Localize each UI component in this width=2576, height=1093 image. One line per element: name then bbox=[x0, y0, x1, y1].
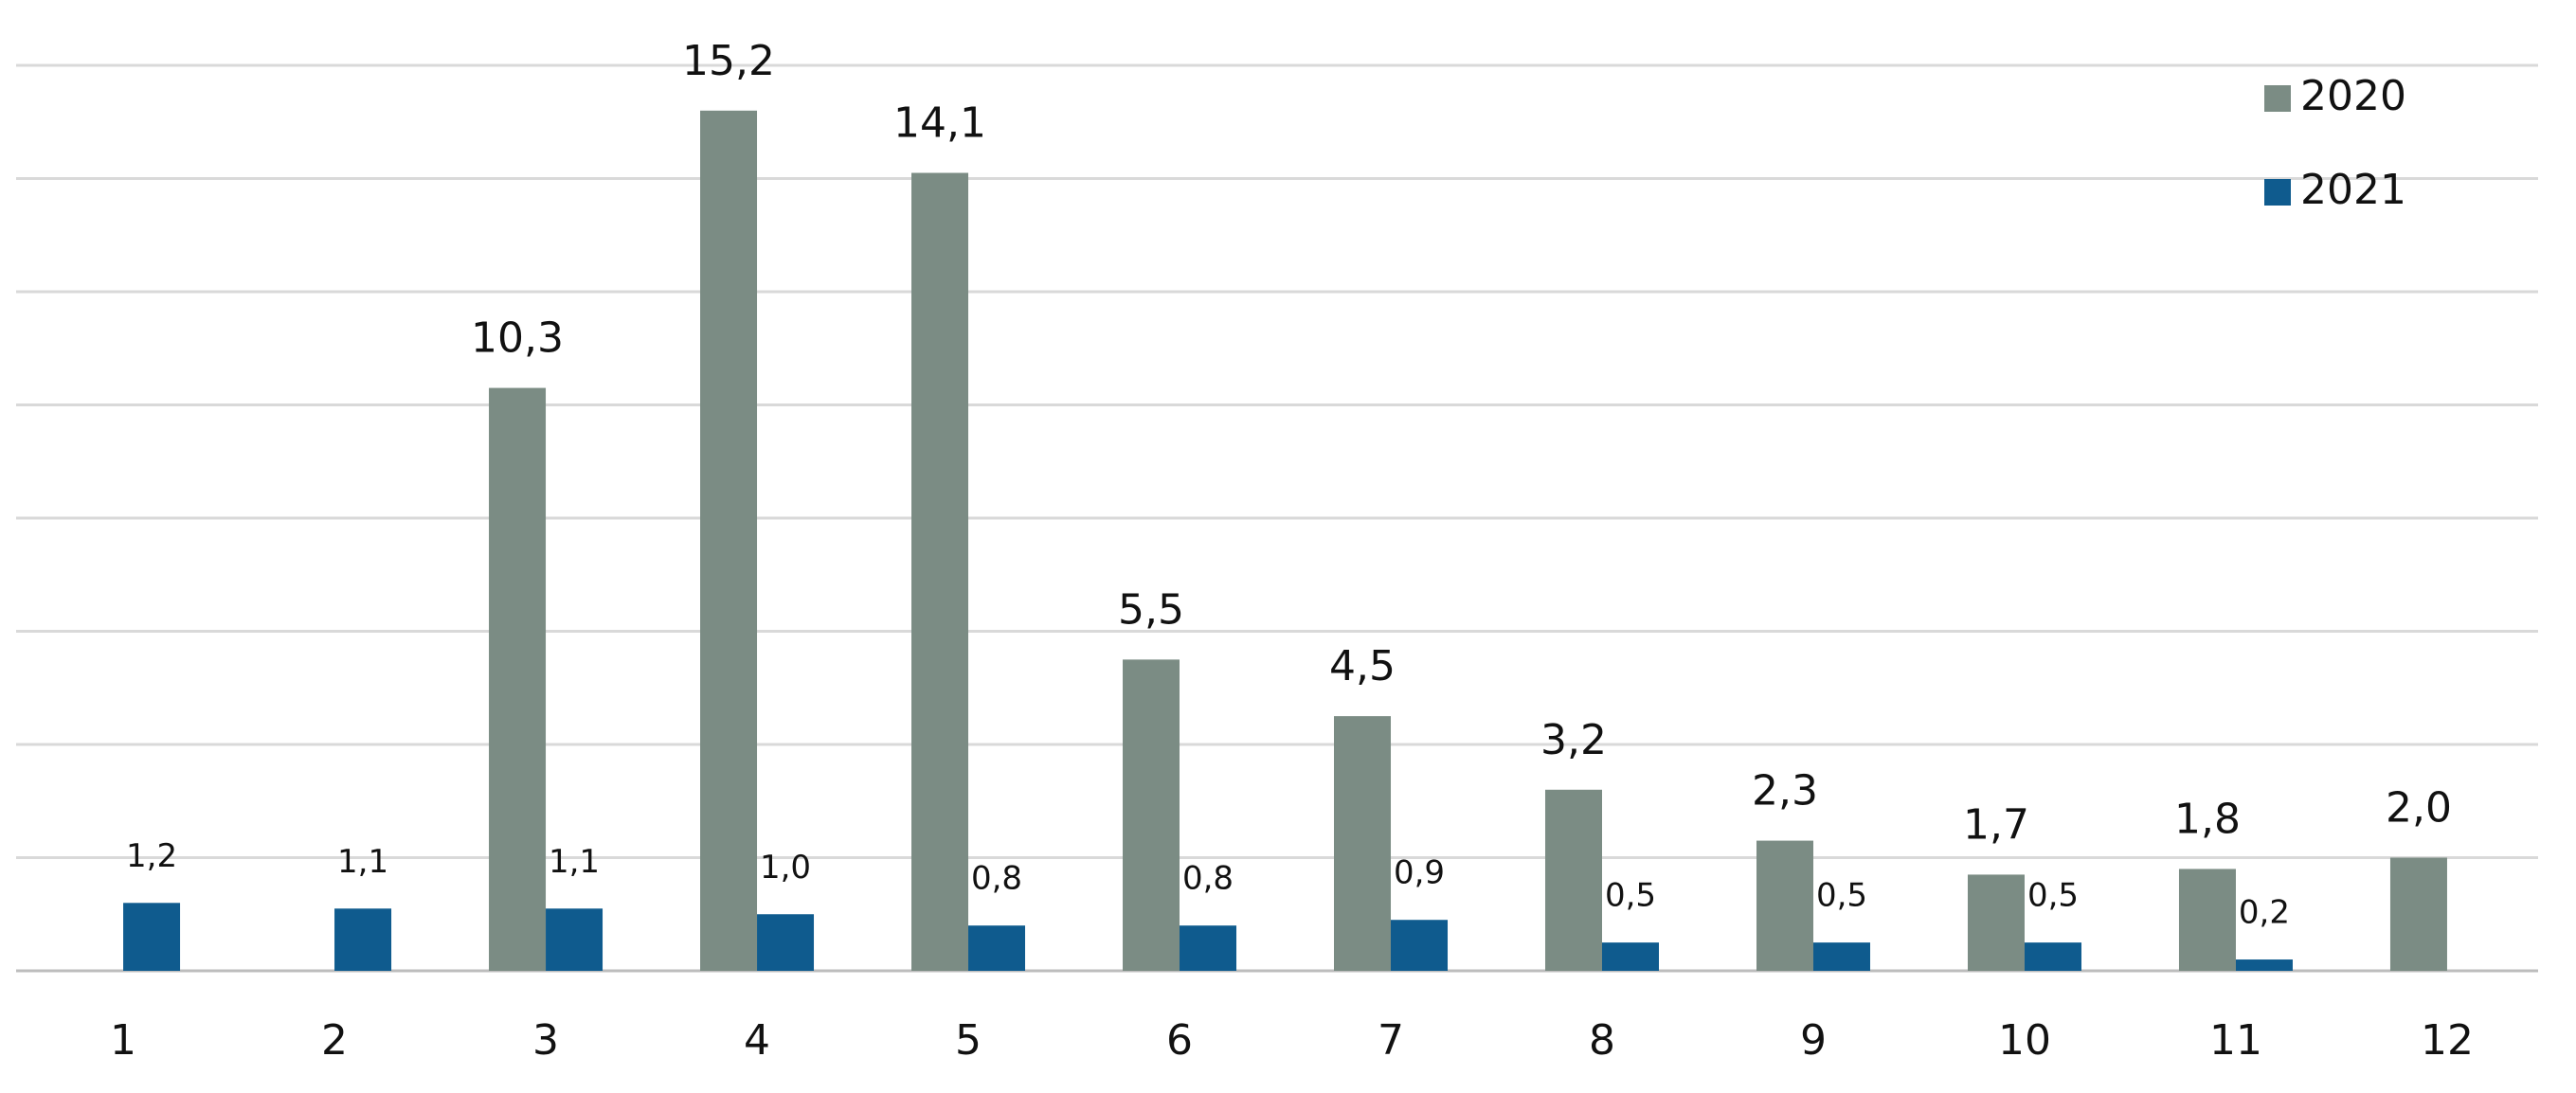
legend-swatch bbox=[2264, 85, 2291, 112]
bar bbox=[1756, 840, 1813, 971]
bar bbox=[334, 908, 392, 971]
data-label: 15,2 bbox=[682, 37, 775, 85]
bar bbox=[1967, 874, 2025, 971]
x-tick-label: 5 bbox=[955, 1016, 982, 1065]
x-tick-label: 6 bbox=[1166, 1016, 1193, 1065]
bar bbox=[2178, 869, 2236, 971]
data-label: 1,1 bbox=[337, 843, 388, 881]
data-label: 1,0 bbox=[760, 849, 811, 887]
x-tick-label: 9 bbox=[1800, 1016, 1827, 1065]
data-label: 2,0 bbox=[2386, 784, 2452, 833]
data-label: 0,5 bbox=[1816, 877, 1867, 915]
data-label: 1,1 bbox=[549, 843, 600, 881]
data-label: 5,5 bbox=[1118, 585, 1184, 634]
x-tick-label: 2 bbox=[321, 1016, 348, 1065]
x-tick-label: 11 bbox=[2209, 1016, 2262, 1065]
bar bbox=[546, 908, 603, 971]
data-label: 1,8 bbox=[2174, 795, 2241, 843]
bar bbox=[123, 903, 181, 971]
data-label: 4,5 bbox=[1329, 642, 1396, 690]
bar bbox=[1544, 789, 1602, 971]
bar bbox=[700, 110, 758, 972]
bar bbox=[489, 387, 547, 971]
legend-label: 2020 bbox=[2300, 72, 2406, 120]
bar bbox=[911, 172, 969, 971]
bar bbox=[1812, 942, 1870, 971]
bar bbox=[2235, 959, 2293, 971]
x-tick-label: 1 bbox=[110, 1016, 136, 1065]
bar bbox=[2389, 857, 2447, 971]
data-label: 0,8 bbox=[971, 860, 1022, 898]
x-tick-label: 8 bbox=[1589, 1016, 1615, 1065]
bar bbox=[757, 914, 815, 971]
x-tick-label: 3 bbox=[532, 1016, 559, 1065]
data-label: 1,7 bbox=[1963, 800, 2029, 849]
data-label: 3,2 bbox=[1540, 716, 1607, 764]
data-label: 0,2 bbox=[2239, 894, 2290, 932]
x-tick-label: 10 bbox=[1998, 1016, 2051, 1065]
x-tick-label: 4 bbox=[744, 1016, 770, 1065]
x-tick-label: 12 bbox=[2421, 1016, 2474, 1065]
legend-label: 2021 bbox=[2300, 166, 2406, 214]
data-label: 0,5 bbox=[1605, 877, 1656, 915]
bar bbox=[968, 925, 1026, 971]
data-label: 1,2 bbox=[126, 837, 177, 875]
data-label: 2,3 bbox=[1752, 767, 1818, 815]
data-label: 0,9 bbox=[1394, 854, 1445, 892]
bar bbox=[1123, 659, 1180, 971]
data-label: 0,8 bbox=[1182, 860, 1234, 898]
legend-swatch bbox=[2264, 179, 2291, 206]
bar bbox=[1180, 925, 1237, 971]
data-label: 14,1 bbox=[893, 99, 986, 148]
data-label: 10,3 bbox=[471, 314, 564, 363]
bar bbox=[1601, 942, 1659, 971]
bar bbox=[2024, 942, 2081, 971]
bar bbox=[1334, 716, 1392, 971]
x-tick-label: 7 bbox=[1378, 1016, 1404, 1065]
data-label: 0,5 bbox=[2027, 877, 2079, 915]
bar bbox=[1391, 920, 1449, 971]
